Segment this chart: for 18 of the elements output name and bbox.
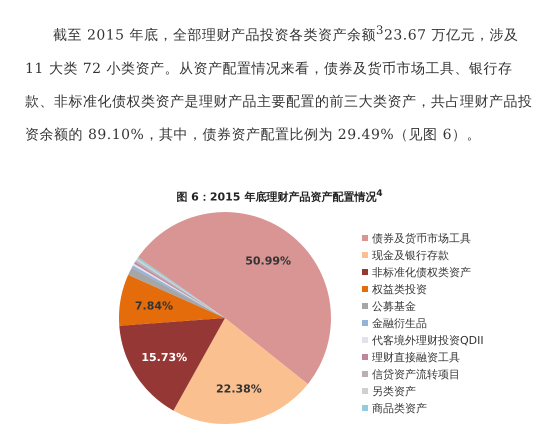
pie-slice [119,274,225,326]
legend-label: 信贷资产流转项目 [372,368,460,381]
legend-label: 现金及银行存款 [372,249,449,262]
chart-title: 图 6：2015 年底理财产品资产配置情况$^{4}$ [175,188,384,205]
legend-label: 金融衍生品 [372,317,427,330]
legend-label: 商品类资产 [372,402,427,415]
legend-label: 另类资产 [372,385,416,398]
legend-label: 公募基金 [372,300,416,313]
legend-label: 理财直接融资工具 [372,351,460,364]
data-label: 7.84% [134,300,174,313]
data-label: 22.38% [216,382,262,396]
legend-label: 代客境外理财投资QDII [371,334,484,347]
legend-label: 权益类投资 [371,283,427,296]
data-label: 50.99% [245,254,292,268]
data-label: 15.73% [141,350,188,364]
legend-label: 非标准化债权类资产 [372,266,471,279]
legend-label: 债券及货币市场工具 [372,232,471,245]
text: 截至 2015 年底，全部理财产品投资各类资产余额$^{3}$23.67 万亿元，涉及 11 大类 72 小类资产。从资产配置情况来看，债券及货币市场工具、银行存款、非标准化债权类资产是理财产品主要配置的前三大类资产，共占理财产品投资余额的 89.10%，其中，债券资产配置比例为 29.49%（见图 6）。 [25,23,532,143]
